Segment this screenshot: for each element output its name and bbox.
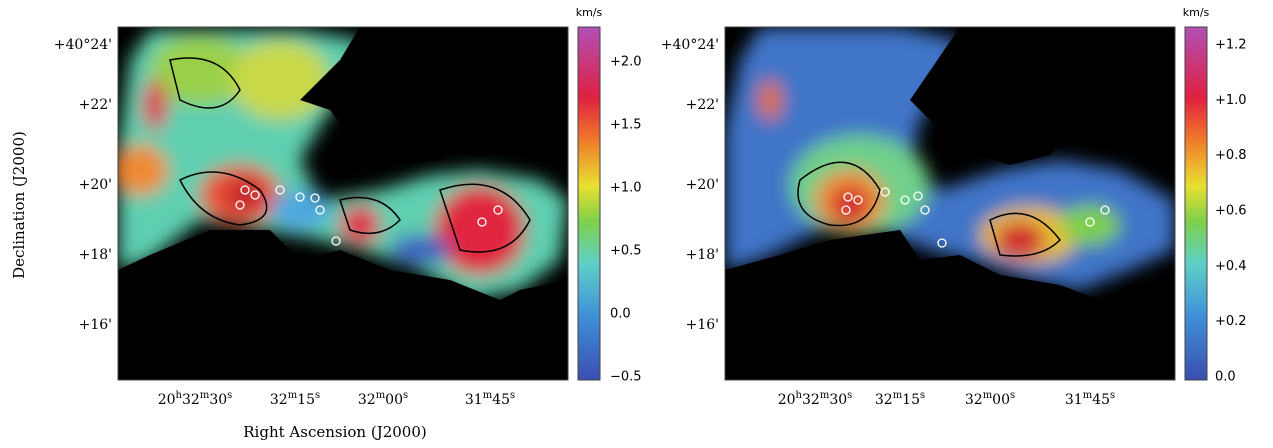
colorbar-tick-label: +0.5 (610, 244, 642, 259)
y-tick-label: +16' (686, 317, 719, 333)
colorbar-tick-label: +1.0 (610, 181, 642, 196)
x-tick-label: 32m00s (965, 390, 1015, 409)
x-tick-label: 20h32m30s (158, 390, 233, 409)
y-tick-label: +18' (79, 247, 112, 263)
colorbar-tick-label: 0.0 (1215, 370, 1236, 385)
colorbar-tick-label: +1.0 (1215, 93, 1247, 108)
colorbar-tick-label: +0.8 (1215, 148, 1247, 163)
y-tick-label: +22' (79, 97, 112, 113)
colorbar-unit: km/s (576, 6, 603, 19)
x-tick-label: 32m15s (270, 390, 320, 409)
colorbar-tick-label: +0.4 (1215, 259, 1247, 274)
colorbar-tick-label: 0.0 (610, 307, 631, 322)
colorbar-tick-label: +2.0 (610, 55, 642, 70)
y-tick-label: +40°24' (661, 37, 719, 53)
y-tick-label: +22' (686, 97, 719, 113)
map-left (112, 27, 568, 380)
y-tick-label: +40°24' (54, 37, 112, 53)
colorbar-tick-label: +1.5 (610, 118, 642, 133)
x-axis-label: Right Ascension (J2000) (243, 423, 426, 441)
colorbar-tick-label: −0.5 (610, 370, 642, 385)
figure: Declination (J2000) Right Ascension (J20… (0, 0, 1273, 448)
y-tick-label: +16' (79, 317, 112, 333)
colorbar-tick-label: +1.2 (1215, 38, 1247, 53)
colorbar-tick-label: +0.2 (1215, 314, 1247, 329)
x-tick-label: 31m45s (465, 390, 515, 409)
y-axis-label: Declination (J2000) (10, 131, 28, 279)
x-tick-label: 32m00s (358, 390, 408, 409)
y-tick-label: +20' (79, 177, 112, 193)
x-tick-label: 20h32m30s (778, 390, 853, 409)
y-tick-label: +20' (686, 177, 719, 193)
x-tick-label: 31m45s (1065, 390, 1115, 409)
colorbar-unit: km/s (1183, 6, 1210, 19)
y-tick-label: +18' (686, 247, 719, 263)
x-tick-label: 32m15s (875, 390, 925, 409)
colorbar-tick-label: +0.6 (1215, 204, 1247, 219)
map-right (725, 27, 1175, 380)
